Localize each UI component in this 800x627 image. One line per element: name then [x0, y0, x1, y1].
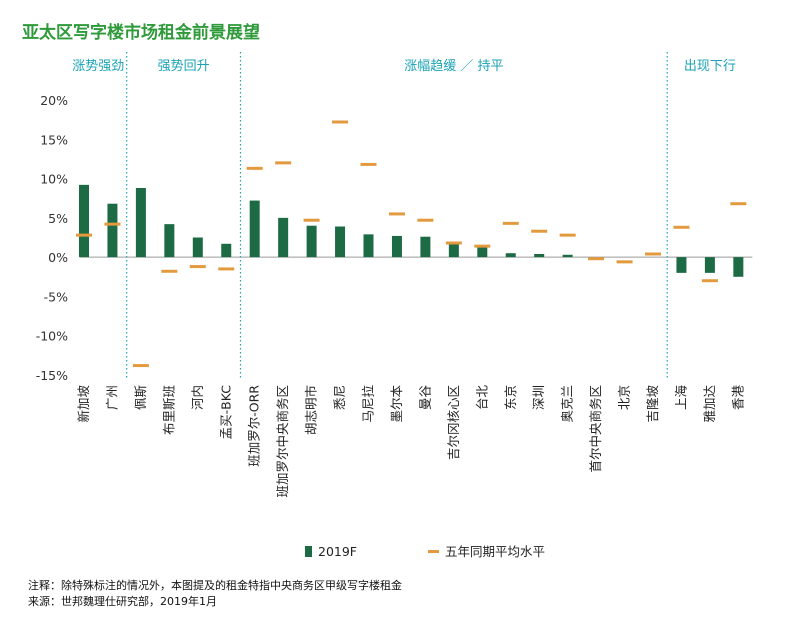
marker-5yr-avg [161, 269, 178, 273]
bar-2019f [704, 257, 715, 273]
bar-2019f [534, 254, 545, 258]
x-tick-label: 吉尔冈核心区 [446, 385, 461, 460]
bar-2019f [335, 226, 346, 258]
x-tick-label: 北京 [617, 385, 632, 410]
marker-5yr-avg [360, 162, 377, 166]
x-tick-label: 孟买-BKC [218, 385, 233, 440]
x-tick-label: 台北 [474, 385, 489, 411]
x-tick-label: 新加坡 [76, 385, 91, 423]
marker-5yr-avg [645, 252, 661, 256]
group-label: 涨势强劲 [72, 58, 124, 74]
legend-label-2019f: 2019F [318, 544, 357, 559]
x-tick-label: 香港 [730, 385, 745, 411]
x-tick-label: 深圳 [531, 385, 546, 410]
y-tick-label: 20% [40, 93, 68, 108]
marker-5yr-avg [189, 265, 206, 269]
bar-2019f [192, 237, 203, 258]
bar-2019f [562, 254, 573, 258]
group-label: 涨幅趋缓 ／ 持平 [404, 59, 503, 74]
bar-2019f [221, 243, 232, 258]
marker-5yr-avg [616, 260, 633, 264]
y-tick-label: 10% [40, 172, 68, 187]
x-tick-label: 佩斯 [133, 385, 148, 410]
marker-5yr-avg [502, 221, 519, 225]
y-tick-label: 0% [48, 250, 68, 265]
marker-5yr-avg [445, 241, 462, 245]
marker-5yr-avg [104, 222, 121, 226]
group-label: 强势回升 [158, 58, 210, 74]
x-tick-label: 东京 [503, 385, 518, 410]
bar-2019f [107, 203, 118, 258]
marker-5yr-avg [417, 218, 434, 222]
chart-title: 亚太区写字楼市场租金前景展望 [22, 23, 260, 43]
legend-swatch-bar [305, 546, 312, 557]
marker-5yr-avg [531, 229, 548, 233]
bar-2019f [164, 224, 175, 258]
x-tick-label: 广州 [104, 385, 119, 410]
marker-5yr-avg [673, 225, 690, 229]
marker-5yr-avg [701, 279, 718, 283]
bar-2019f [306, 225, 317, 258]
y-tick-label: 15% [40, 132, 68, 147]
x-tick-label: 布里斯班 [161, 385, 176, 435]
x-tick-label: 雅加达 [702, 385, 717, 423]
bar-2019f [391, 235, 402, 258]
y-tick-label: -5% [44, 289, 68, 304]
bar-2019f [477, 246, 488, 258]
legend-swatch-marker [428, 550, 439, 553]
x-tick-label: 吉隆坡 [645, 385, 660, 423]
marker-5yr-avg [303, 218, 320, 222]
bar-2019f [135, 188, 146, 258]
marker-5yr-avg [730, 202, 747, 206]
y-tick-label: -15% [36, 368, 68, 383]
bar-2019f [676, 257, 687, 273]
x-tick-label: 马尼拉 [361, 385, 376, 423]
marker-5yr-avg [474, 244, 491, 248]
bar-2019f [420, 236, 431, 258]
bar-2019f [249, 200, 260, 258]
bar-2019f [505, 253, 516, 258]
bar-2019f [363, 234, 374, 258]
x-tick-label: 班加罗尔中央商务区 [275, 385, 290, 498]
bar-2019f [278, 217, 289, 258]
y-tick-label: 5% [48, 211, 68, 226]
group-label: 出现下行 [684, 59, 736, 74]
x-tick-label: 曼谷 [417, 385, 432, 411]
marker-5yr-avg [218, 267, 235, 271]
marker-5yr-avg [559, 233, 576, 237]
x-tick-label: 奥克兰 [560, 385, 575, 423]
marker-5yr-avg [76, 233, 92, 237]
source-note: 来源：世邦魏理仕研究部，2019年1月 [28, 595, 217, 608]
x-tick-label: 首尔中央商务区 [588, 385, 603, 473]
x-tick-label: 上海 [673, 385, 688, 411]
y-tick-label: -10% [36, 329, 68, 344]
marker-5yr-avg [588, 257, 605, 261]
x-tick-label: 墨尔本 [389, 385, 404, 423]
marker-5yr-avg [132, 364, 149, 368]
bar-2019f [448, 243, 459, 258]
bar-2019f [79, 184, 89, 258]
marker-5yr-avg [332, 120, 349, 124]
x-tick-label: 悉尼 [332, 385, 347, 410]
marker-5yr-avg [388, 212, 405, 216]
marker-5yr-avg [275, 161, 292, 165]
x-tick-label: 河内 [190, 385, 205, 410]
marker-5yr-avg [246, 166, 263, 170]
legend-label-5yr-avg: 五年同期平均水平 [445, 544, 545, 559]
bar-2019f [733, 257, 744, 277]
footnote: 注释：除特殊标注的情况外，本图提及的租金特指中央商务区甲级写字楼租金 [28, 579, 402, 592]
x-tick-label: 班加罗尔-ORR [247, 385, 262, 467]
x-tick-label: 胡志明市 [304, 385, 319, 435]
